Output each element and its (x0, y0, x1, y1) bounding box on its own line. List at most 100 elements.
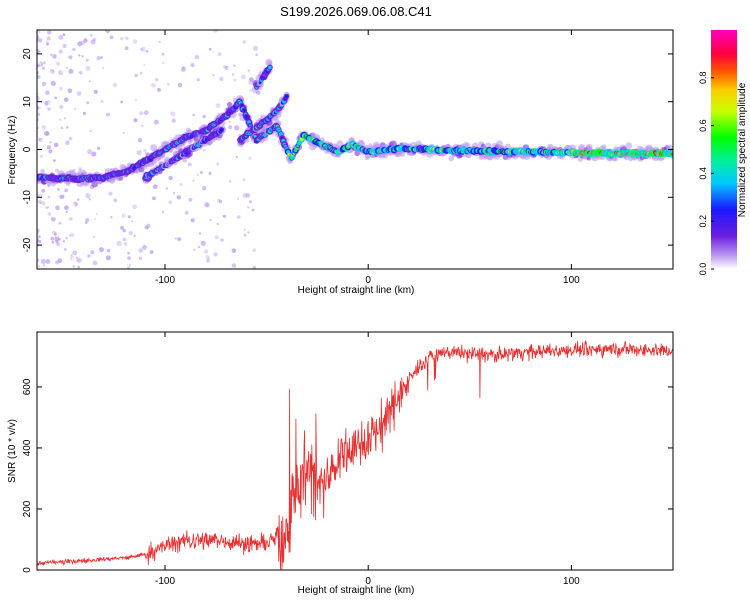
noise-point (655, 167, 661, 173)
noise-point (42, 69, 45, 72)
noise-point (429, 161, 433, 165)
noise-point (46, 145, 51, 150)
noise-point (372, 166, 378, 172)
noise-point (46, 36, 51, 41)
noise-point (214, 235, 219, 240)
noise-point (40, 56, 44, 59)
noise-point (76, 91, 82, 96)
noise-point (151, 31, 156, 36)
noise-point (665, 161, 670, 166)
noise-point (41, 189, 46, 193)
noise-point (44, 141, 47, 144)
noise-point (185, 232, 189, 235)
noise-point (183, 99, 189, 105)
noise-point (57, 237, 61, 241)
noise-point (231, 73, 235, 76)
noise-point (335, 167, 339, 172)
noise-point (257, 222, 261, 226)
noise-point (50, 236, 55, 241)
noise-point (218, 153, 222, 158)
noise-point (158, 184, 163, 189)
noise-point (226, 47, 232, 53)
noise-point (578, 169, 583, 175)
noise-point (100, 92, 106, 98)
noise-point (53, 35, 59, 41)
noise-point (163, 70, 167, 73)
noise-point (200, 99, 205, 104)
noise-point (378, 165, 381, 169)
noise-point (41, 72, 45, 76)
noise-point (49, 141, 52, 144)
noise-point (132, 156, 136, 160)
noise-point (109, 191, 114, 196)
noise-point (105, 255, 111, 261)
noise-point (99, 242, 103, 245)
noise-point (149, 132, 154, 138)
noise-point (106, 248, 111, 253)
noise-point (295, 161, 300, 166)
noise-point (327, 158, 332, 163)
noise-point (260, 164, 265, 168)
noise-point (171, 118, 176, 123)
noise-point (131, 51, 135, 54)
noise-point (106, 206, 111, 211)
noise-point (160, 66, 165, 70)
noise-point (379, 159, 383, 163)
noise-point (625, 163, 630, 167)
noise-point (88, 202, 93, 207)
noise-point (147, 241, 152, 246)
branch-2-core (268, 65, 272, 70)
noise-point (94, 60, 99, 64)
noise-point (280, 163, 284, 167)
noise-point (167, 83, 170, 86)
noise-point (219, 68, 222, 71)
noise-point (48, 101, 51, 105)
noise-point (653, 168, 656, 172)
snr-series-line (37, 340, 673, 570)
noise-point (67, 39, 71, 44)
noise-point (44, 84, 48, 88)
noise-point (65, 193, 68, 197)
noise-point (68, 217, 73, 221)
noise-point (85, 193, 91, 199)
noise-point (172, 192, 176, 195)
noise-point (65, 197, 68, 201)
noise-point (78, 54, 81, 57)
noise-point (204, 80, 207, 83)
noise-point (51, 133, 54, 136)
noise-point (559, 167, 565, 173)
noise-point (50, 81, 56, 86)
noise-point (77, 75, 80, 78)
noise-point (171, 124, 177, 129)
noise-point (48, 149, 53, 154)
noise-point (138, 193, 144, 199)
colorbar-ticks: 0.0 0.2 0.4 0.6 0.8 (698, 72, 714, 275)
noise-point (410, 175, 415, 180)
noise-point (65, 126, 69, 129)
noise-point (150, 236, 153, 239)
noise-point (127, 248, 131, 251)
noise-point (39, 142, 43, 145)
y-tick-label: 10 (22, 96, 33, 108)
noise-point (68, 245, 72, 250)
noise-point (84, 157, 89, 162)
noise-point (41, 201, 46, 206)
x-tick-label: 100 (563, 275, 580, 286)
noise-point (163, 110, 166, 113)
noise-point (169, 45, 172, 48)
noise-point (221, 153, 227, 159)
noise-point (38, 137, 42, 142)
noise-point (73, 79, 78, 84)
noise-point (37, 49, 40, 54)
noise-point (161, 210, 164, 213)
noise-point (146, 185, 151, 191)
y-tick-label: 20 (22, 48, 33, 60)
noise-point (643, 165, 649, 171)
noise-point (142, 245, 147, 250)
noise-point (55, 227, 60, 232)
noise-point (116, 100, 122, 106)
ridge-halo (227, 101, 233, 108)
noise-point (54, 236, 60, 242)
noise-point (53, 91, 59, 97)
